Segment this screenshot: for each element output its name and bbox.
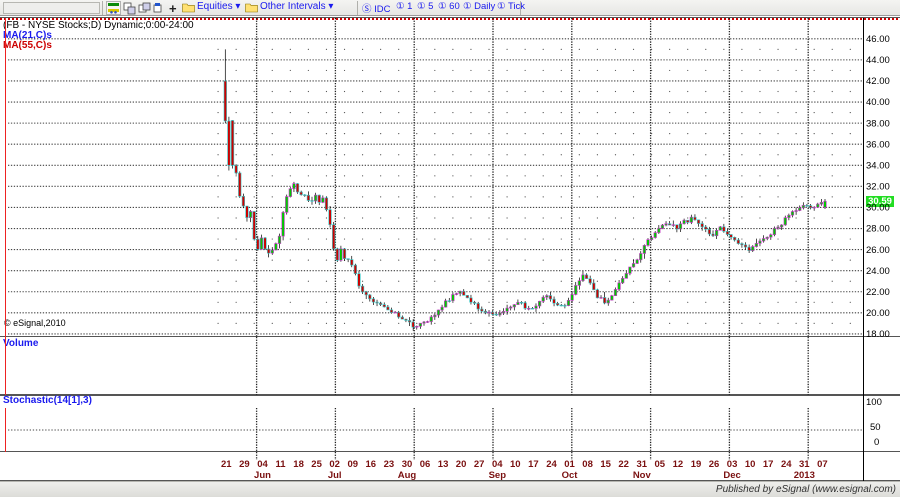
svg-text:26.00: 26.00 [866, 245, 890, 256]
svg-text:28.00: 28.00 [866, 224, 890, 235]
svg-text:40.00: 40.00 [866, 97, 890, 108]
svg-text:46.00: 46.00 [866, 34, 890, 45]
svg-text:38.00: 38.00 [866, 118, 890, 129]
svg-text:24.00: 24.00 [866, 266, 890, 277]
svg-text:32.00: 32.00 [866, 182, 890, 193]
svg-text:44.00: 44.00 [866, 55, 890, 66]
svg-text:42.00: 42.00 [866, 76, 890, 87]
svg-text:22.00: 22.00 [866, 287, 890, 298]
svg-text:20.00: 20.00 [866, 308, 890, 319]
svg-text:36.00: 36.00 [866, 139, 890, 150]
svg-text:34.00: 34.00 [866, 160, 890, 171]
svg-text:30.00: 30.00 [866, 203, 890, 214]
